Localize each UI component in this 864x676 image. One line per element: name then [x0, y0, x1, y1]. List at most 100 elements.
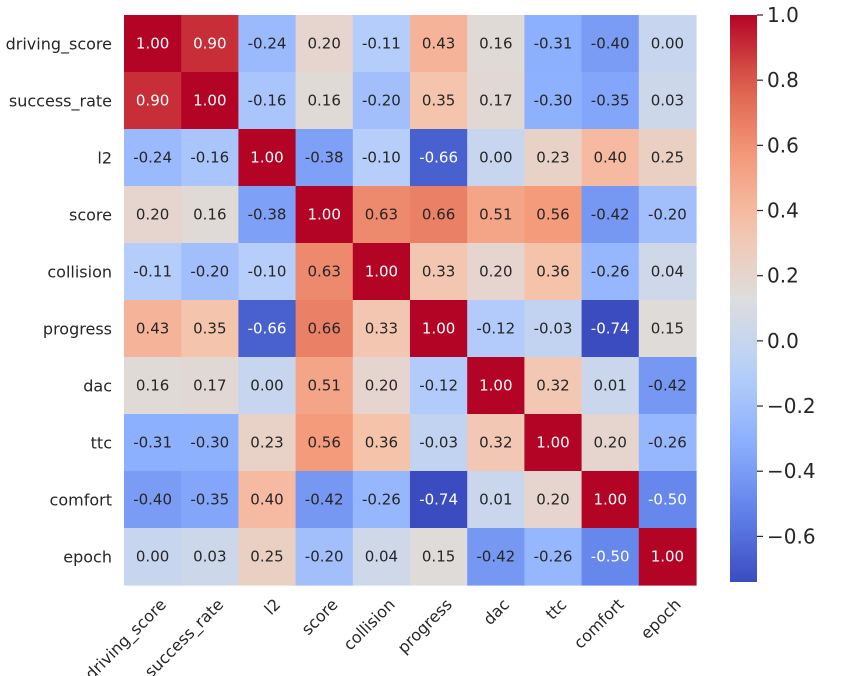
- x-tick-label: score: [298, 595, 342, 639]
- heatmap-cell: [238, 72, 297, 130]
- heatmap-cell: [638, 414, 697, 472]
- heatmap-cell: [467, 15, 525, 73]
- cell-value-label: 0.40: [593, 149, 626, 167]
- heatmap-cell: [295, 357, 354, 415]
- heatmap-cell: [467, 186, 525, 244]
- heatmap-cell: [581, 129, 640, 187]
- heatmap-cell: [295, 15, 354, 73]
- heatmap-cell: [638, 471, 697, 529]
- heatmap-cell: [238, 15, 297, 73]
- cell-value-label: 1.00: [593, 491, 626, 509]
- heatmap-cell: [467, 528, 525, 586]
- y-tick-labels: driving_score success_rate l2 score collisio…: [6, 35, 112, 567]
- cell-value-label: -0.24: [133, 149, 172, 167]
- heatmap-cell: [352, 471, 411, 529]
- heatmap-cell: [638, 300, 697, 358]
- heatmap-cell: [410, 357, 468, 415]
- cell-value-label: 0.25: [651, 149, 684, 167]
- cell-value-label: -0.74: [591, 320, 630, 338]
- heatmap-cell: [524, 300, 583, 358]
- heatmap-cell: [238, 186, 297, 244]
- cell-value-label: 0.40: [250, 491, 283, 509]
- heatmap-cell: [467, 471, 525, 529]
- cell-value-label: 0.20: [136, 206, 169, 224]
- heatmap-cell: [581, 300, 640, 358]
- heatmap-cell: [295, 414, 354, 472]
- cell-value-label: 1.00: [422, 320, 455, 338]
- cell-value-label: 0.36: [536, 263, 569, 281]
- x-tick-label: progress: [394, 595, 456, 657]
- heatmap-cell: [638, 357, 697, 415]
- heatmap-cell: [352, 528, 411, 586]
- cell-value-label: -0.26: [591, 263, 630, 281]
- x-tick-label: collision: [340, 595, 399, 654]
- y-tick-label: success_rate: [9, 92, 112, 112]
- cell-value-label: 0.33: [365, 320, 398, 338]
- cell-value-label: -0.50: [591, 548, 630, 566]
- cell-value-label: 0.63: [307, 263, 340, 281]
- cell-value-label: 0.25: [250, 548, 283, 566]
- cell-value-label: 0.03: [651, 92, 684, 110]
- heatmap-cell: [295, 300, 354, 358]
- heatmap-cell: [410, 15, 468, 73]
- heatmap-cell: [181, 414, 239, 472]
- cell-value-label: -0.03: [534, 320, 573, 338]
- heatmap-cell: [467, 72, 525, 130]
- heatmap-cell: [410, 72, 468, 130]
- cell-value-label: -0.42: [305, 491, 344, 509]
- heatmap-cell: [410, 300, 468, 358]
- y-tick-label: collision: [47, 263, 112, 282]
- cell-value-label: 0.35: [193, 320, 226, 338]
- colorbar-tick-label: 1.0: [767, 3, 799, 27]
- cell-value-label: 0.20: [365, 377, 398, 395]
- heatmap-cell: [524, 129, 583, 187]
- cell-value-label: 0.32: [479, 434, 512, 452]
- heatmap-cell: [238, 243, 297, 301]
- heatmap-cell: [638, 186, 697, 244]
- heatmap-cell: [295, 471, 354, 529]
- heatmap-cell: [638, 72, 697, 130]
- cell-value-label: -0.24: [248, 35, 287, 53]
- cell-value-label: -0.12: [476, 320, 515, 338]
- cell-value-label: 0.51: [307, 377, 340, 395]
- heatmap-cell: [581, 357, 640, 415]
- cell-value-label: 0.20: [479, 263, 512, 281]
- cell-value-label: 0.35: [422, 92, 455, 110]
- cell-value-label: 1.00: [193, 92, 226, 110]
- heatmap-cell: [467, 357, 525, 415]
- y-tick-label: driving_score: [6, 35, 112, 55]
- cell-value-label: -0.38: [305, 149, 344, 167]
- cell-value-label: -0.20: [648, 206, 687, 224]
- y-tick-label: score: [69, 206, 112, 225]
- cell-value-label: 0.51: [479, 206, 512, 224]
- cell-value-label: 0.16: [307, 92, 340, 110]
- heatmap-cell: [581, 186, 640, 244]
- cell-value-label: 0.16: [136, 377, 169, 395]
- cell-value-label: 0.90: [193, 35, 226, 53]
- y-tick-label: l2: [97, 149, 112, 168]
- y-tick-label: dac: [83, 377, 112, 396]
- heatmap-cell: [295, 129, 354, 187]
- cell-value-label: 0.00: [479, 149, 512, 167]
- heatmap-cell: [524, 15, 583, 73]
- heatmap-cell: [295, 243, 354, 301]
- cell-value-label: 0.56: [307, 434, 340, 452]
- heatmap-cell: [124, 186, 182, 244]
- cell-value-label: 0.17: [479, 92, 512, 110]
- heatmap-cell: [181, 243, 239, 301]
- heatmap-cell: [352, 357, 411, 415]
- heatmap-cell-labels: 1.00 0.90 -0.24 0.20 -0.11 0.43 0.16 -0.31 -0.40…: [133, 35, 687, 566]
- cell-value-label: -0.74: [419, 491, 458, 509]
- heatmap-cell: [524, 186, 583, 244]
- heatmap-cell: [124, 300, 182, 358]
- heatmap-cell: [352, 243, 411, 301]
- cell-value-label: 0.56: [536, 206, 569, 224]
- y-tick-label: epoch: [63, 548, 112, 567]
- cell-value-label: -0.20: [305, 548, 344, 566]
- cell-value-label: -0.31: [133, 434, 172, 452]
- heatmap-cell: [581, 72, 640, 130]
- heatmap-cell: [124, 72, 182, 130]
- cell-value-label: 0.66: [307, 320, 340, 338]
- cell-value-label: 1.00: [307, 206, 340, 224]
- cell-value-label: 0.63: [365, 206, 398, 224]
